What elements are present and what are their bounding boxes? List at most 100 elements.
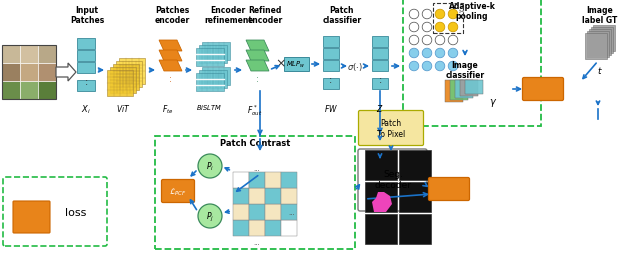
Text: ...: ...	[253, 165, 260, 171]
Polygon shape	[159, 51, 182, 62]
Text: Image
label GT: Image label GT	[582, 6, 618, 25]
FancyBboxPatch shape	[429, 178, 470, 201]
Bar	[372, 61, 388, 72]
Text: :: :	[168, 75, 172, 84]
FancyBboxPatch shape	[403, 0, 541, 126]
Bar	[265, 204, 281, 220]
Bar	[365, 150, 397, 180]
Text: :: :	[330, 75, 333, 85]
FancyBboxPatch shape	[522, 78, 563, 101]
Bar	[77, 81, 95, 92]
Bar	[202, 43, 230, 61]
Bar	[113, 65, 139, 91]
FancyBboxPatch shape	[358, 111, 424, 146]
Bar	[265, 172, 281, 188]
Bar	[372, 49, 388, 60]
FancyBboxPatch shape	[284, 57, 308, 71]
Polygon shape	[372, 192, 392, 212]
FancyBboxPatch shape	[13, 201, 50, 233]
Text: $\gamma$: $\gamma$	[489, 97, 497, 108]
Bar	[196, 49, 224, 67]
Text: 🦕: 🦕	[376, 189, 388, 208]
Bar	[265, 220, 281, 236]
Circle shape	[435, 36, 445, 46]
Text: $t$: $t$	[597, 65, 603, 76]
Text: $P_i$: $P_i$	[206, 160, 214, 172]
Bar	[77, 51, 95, 62]
Bar	[433, 4, 463, 34]
Bar	[119, 59, 145, 85]
Bar	[116, 62, 142, 88]
Bar	[323, 61, 339, 72]
Circle shape	[435, 49, 445, 59]
Circle shape	[409, 10, 419, 20]
Bar	[107, 71, 133, 97]
Text: $Z$: $Z$	[376, 103, 384, 114]
Text: $F_{te}$: $F_{te}$	[162, 103, 174, 115]
Bar	[20, 46, 38, 64]
Bar	[593, 26, 615, 52]
Bar	[38, 64, 56, 82]
Circle shape	[422, 10, 432, 20]
Text: Adaptive-k
pooling: Adaptive-k pooling	[449, 2, 495, 21]
Text: ✂: ✂	[459, 9, 465, 15]
Circle shape	[448, 10, 458, 20]
Polygon shape	[246, 61, 269, 72]
Bar	[323, 79, 339, 90]
Circle shape	[422, 62, 432, 72]
Polygon shape	[159, 41, 182, 52]
Bar	[365, 214, 397, 244]
Circle shape	[409, 49, 419, 59]
FancyBboxPatch shape	[161, 180, 195, 203]
Circle shape	[448, 36, 458, 46]
Bar	[465, 81, 483, 95]
Bar	[77, 39, 95, 50]
Bar	[445, 81, 463, 103]
Text: $P_j$: $P_j$	[206, 210, 214, 223]
Text: $MLP_w$: $MLP_w$	[287, 60, 305, 70]
Bar	[365, 182, 397, 212]
Circle shape	[435, 62, 445, 72]
Bar	[196, 74, 224, 92]
Bar	[249, 220, 265, 236]
Text: $F^*_{out}$: $F^*_{out}$	[247, 103, 262, 117]
Bar	[591, 28, 613, 54]
Bar	[372, 79, 388, 90]
Text: $\times$: $\times$	[275, 57, 285, 70]
Bar	[202, 68, 230, 86]
Bar	[249, 204, 265, 220]
Text: Image
classifier: Image classifier	[445, 61, 484, 80]
Circle shape	[435, 10, 445, 20]
Circle shape	[448, 49, 458, 59]
Text: Refined
encoder: Refined encoder	[248, 6, 283, 25]
Text: $\mathcal{L}_{PCF}$: $\mathcal{L}_{PCF}$	[169, 185, 187, 197]
Bar	[77, 63, 95, 74]
Bar	[199, 71, 227, 89]
Text: $\mathcal{L}_{MCE}$: $\mathcal{L}_{MCE}$	[532, 84, 554, 95]
Bar	[233, 204, 249, 220]
Circle shape	[448, 62, 458, 72]
Bar	[233, 220, 249, 236]
Polygon shape	[159, 61, 182, 72]
Bar	[265, 188, 281, 204]
Bar	[2, 82, 20, 100]
Bar	[2, 46, 20, 64]
Text: Encoder
refinement: Encoder refinement	[204, 6, 252, 25]
Text: Patch
classifier: Patch classifier	[323, 6, 362, 25]
Bar	[38, 82, 56, 100]
Text: ...: ...	[253, 239, 260, 245]
Bar	[450, 81, 468, 101]
Text: :: :	[378, 75, 381, 85]
FancyBboxPatch shape	[358, 149, 427, 211]
Bar	[233, 188, 249, 204]
Text: $\sigma(\cdot)$: $\sigma(\cdot)$	[347, 61, 363, 73]
Bar	[323, 49, 339, 60]
Bar	[399, 214, 431, 244]
Polygon shape	[246, 41, 269, 52]
Bar	[372, 37, 388, 48]
Text: $ViT$: $ViT$	[116, 103, 131, 114]
Text: Patches
encoder: Patches encoder	[154, 6, 189, 25]
Bar	[460, 81, 478, 97]
Text: :: :	[255, 75, 259, 84]
Bar	[249, 188, 265, 204]
